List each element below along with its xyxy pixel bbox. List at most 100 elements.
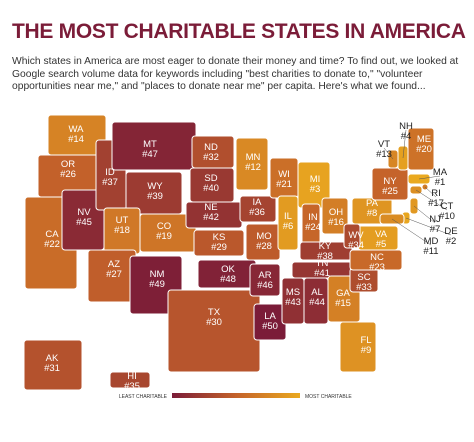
state-rank: #14 — [68, 134, 84, 145]
state-abbr: MD — [424, 236, 439, 247]
legend-bar — [172, 393, 300, 398]
state-abbr: RI — [431, 188, 441, 199]
state-rank: #3 — [310, 184, 321, 195]
state-abbr: OH — [329, 207, 343, 218]
state-rank: #30 — [206, 317, 222, 328]
state-abbr: SD — [204, 173, 217, 184]
state-rank: #46 — [257, 280, 273, 291]
state-abbr: WY — [147, 181, 163, 192]
state — [23, 339, 83, 391]
state-abbr: NH — [399, 121, 413, 132]
state-rank: #29 — [211, 242, 227, 253]
state-abbr: MS — [286, 287, 300, 298]
state-abbr: CT — [441, 201, 454, 212]
leader-line — [413, 205, 436, 224]
state-rank: #40 — [203, 183, 219, 194]
state-abbr: FL — [360, 335, 371, 346]
state-rank: #2 — [446, 236, 457, 247]
legend-least: LEAST CHARITABLE — [119, 394, 168, 400]
state — [167, 289, 261, 373]
state-rank: #49 — [149, 279, 165, 290]
state-rank: #36 — [249, 207, 265, 218]
state-rank: #28 — [256, 241, 272, 252]
state-abbr: DE — [444, 226, 457, 237]
state-abbr: MT — [143, 139, 157, 150]
state — [249, 263, 281, 297]
state-abbr: NV — [77, 207, 91, 218]
state-rank: #24 — [305, 222, 321, 233]
state-abbr: TX — [208, 307, 221, 318]
state-rank: #34 — [348, 240, 364, 251]
state-abbr: CA — [45, 229, 59, 240]
state-rank: #26 — [60, 169, 76, 180]
state-abbr: MO — [256, 231, 271, 242]
state — [193, 229, 245, 257]
state-rank: #7 — [430, 224, 441, 235]
state-abbr: ND — [204, 142, 218, 153]
state-abbr: ME — [417, 134, 431, 145]
state-abbr: NM — [150, 269, 165, 280]
state-abbr: MN — [246, 152, 261, 163]
state-rank: #38 — [317, 251, 333, 262]
state-rank: #33 — [356, 282, 372, 293]
state-rank: #50 — [262, 321, 278, 332]
state-abbr: PA — [366, 198, 379, 209]
state-rank: #18 — [114, 225, 130, 236]
state-abbr: IL — [284, 211, 292, 222]
state-rank: #1 — [435, 177, 446, 188]
state-abbr: OK — [221, 264, 235, 275]
state-abbr: LA — [264, 311, 276, 322]
state-rank: #13 — [376, 149, 392, 160]
state-abbr: AR — [258, 270, 271, 281]
leader-line — [405, 217, 452, 236]
state-abbr: TN — [316, 258, 329, 269]
state-abbr: MA — [433, 167, 448, 178]
state-rank: #41 — [314, 268, 330, 279]
state-rank: #16 — [328, 217, 344, 228]
state-abbr: IA — [253, 197, 263, 208]
state-abbr: AK — [46, 353, 59, 364]
state-rank: #31 — [44, 363, 60, 374]
state-rank: #43 — [285, 297, 301, 308]
state-rank: #6 — [283, 221, 294, 232]
state-abbr: HI — [127, 371, 137, 382]
state-rank: #15 — [335, 298, 351, 309]
state-rank: #27 — [106, 269, 122, 280]
state-rank: #45 — [76, 217, 92, 228]
state-abbr: WA — [69, 124, 85, 135]
state-rank: #25 — [382, 186, 398, 197]
state-rank: #5 — [376, 239, 387, 250]
state-rank: #22 — [44, 239, 60, 250]
state-rank: #44 — [309, 297, 325, 308]
state-rank: #19 — [156, 231, 172, 242]
state-rank: #12 — [245, 162, 261, 173]
state-abbr: ID — [105, 167, 115, 178]
state-abbr: AL — [311, 287, 323, 298]
state-abbr: OR — [61, 159, 75, 170]
state — [339, 321, 377, 373]
state-abbr: VA — [375, 229, 388, 240]
state-rank: #47 — [142, 149, 158, 160]
state-rank: #35 — [124, 381, 140, 392]
state-rank: #42 — [203, 212, 219, 223]
state-rank: #10 — [439, 211, 455, 222]
state-abbr: VT — [378, 139, 390, 150]
state-rank: #48 — [220, 274, 236, 285]
state — [343, 223, 361, 249]
state — [407, 127, 435, 171]
leader-line — [418, 175, 441, 180]
state-abbr: NY — [383, 176, 397, 187]
leader-line — [415, 189, 448, 211]
state-abbr: SC — [357, 272, 370, 283]
state-rank: #11 — [423, 246, 438, 257]
state — [109, 371, 151, 389]
leader-line — [424, 186, 437, 198]
leader-line — [383, 147, 394, 160]
state — [235, 137, 269, 191]
state-abbr: MI — [310, 174, 321, 185]
state-rank: #21 — [276, 179, 292, 190]
state-abbr: UT — [116, 215, 129, 226]
state-abbr: WI — [278, 169, 290, 180]
